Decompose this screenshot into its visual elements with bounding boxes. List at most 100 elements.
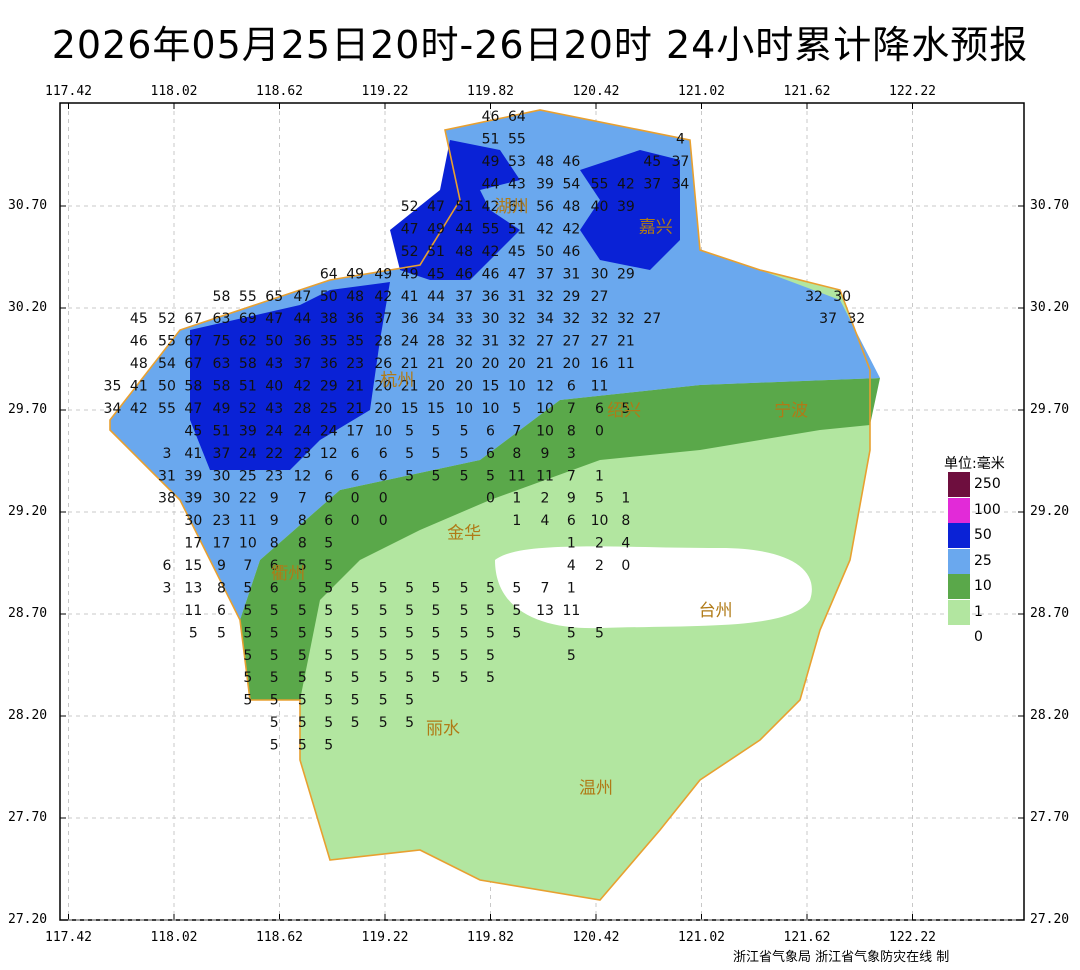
grid-value: 8 (270, 536, 279, 552)
grid-value: 6 (324, 513, 333, 529)
grid-value: 64 (320, 266, 338, 282)
grid-value: 5 (298, 715, 307, 731)
grid-value: 40 (591, 199, 609, 215)
grid-value: 0 (379, 513, 388, 529)
grid-value: 15 (184, 558, 202, 574)
grid-value: 5 (432, 648, 441, 664)
grid-value: 42 (562, 221, 580, 237)
lat-label-left: 27.70 (8, 810, 48, 825)
grid-value: 42 (617, 177, 635, 193)
grid-value: 5 (512, 580, 521, 596)
grid-value: 32 (562, 311, 580, 327)
grid-value: 5 (270, 648, 279, 664)
grid-value: 4 (567, 558, 576, 574)
grid-value: 8 (621, 513, 630, 529)
grid-value: 5 (351, 625, 360, 641)
lon-label-bottom: 122.22 (889, 930, 936, 945)
grid-value: 10 (536, 423, 554, 439)
grid-value: 10 (239, 536, 257, 552)
grid-value: 10 (591, 513, 609, 529)
legend-swatch (948, 599, 970, 625)
grid-value: 32 (591, 311, 609, 327)
credit-text: 浙江省气象局 浙江省气象防灾在线 制 (733, 950, 950, 965)
grid-value: 46 (562, 154, 580, 170)
grid-value: 5 (405, 446, 414, 462)
grid-value: 55 (591, 177, 609, 193)
grid-value: 5 (512, 401, 521, 417)
grid-value: 45 (643, 154, 661, 170)
lon-label-bottom: 121.62 (783, 930, 831, 945)
grid-value: 36 (482, 289, 500, 305)
city-label: 台州 (699, 601, 733, 621)
grid-value: 5 (460, 670, 469, 686)
grid-value: 58 (239, 356, 257, 372)
grid-value: 31 (158, 468, 176, 484)
grid-value: 49 (427, 221, 445, 237)
grid-value: 52 (401, 244, 419, 260)
grid-value: 1 (512, 513, 521, 529)
grid-value: 5 (324, 558, 333, 574)
grid-value: 5 (621, 401, 630, 417)
grid-value: 17 (213, 536, 231, 552)
grid-value: 62 (239, 334, 257, 350)
grid-value: 0 (351, 513, 360, 529)
grid-value: 5 (460, 446, 469, 462)
grid-value: 2 (595, 536, 604, 552)
grid-value: 0 (486, 491, 495, 507)
grid-value: 10 (455, 401, 473, 417)
province-border (109, 109, 871, 901)
grid-value: 6 (486, 423, 495, 439)
grid-value: 50 (320, 289, 338, 305)
grid-value: 24 (320, 423, 338, 439)
legend-label: 0 (974, 629, 983, 645)
grid-value: 6 (270, 580, 279, 596)
grid-value: 36 (293, 334, 311, 350)
city-label: 嘉兴 (639, 217, 673, 237)
zone-50mm-north (390, 140, 520, 280)
city-label: 丽水 (426, 719, 460, 739)
grid-value: 75 (213, 334, 231, 350)
grid-value: 0 (595, 423, 604, 439)
grid-value: 5 (486, 625, 495, 641)
grid-value: 64 (508, 109, 526, 125)
grid-value: 6 (379, 468, 388, 484)
grid-value: 5 (324, 603, 333, 619)
lon-label-top: 121.62 (783, 84, 831, 99)
grid-value: 46 (482, 266, 500, 282)
grid-value: 8 (217, 580, 226, 596)
grid-value: 5 (567, 648, 576, 664)
grid-value: 42 (482, 244, 500, 260)
grid-value: 5 (298, 670, 307, 686)
grid-value: 40 (265, 379, 283, 395)
grid-value: 37 (536, 266, 554, 282)
grid-value: 5 (324, 536, 333, 552)
grid-value: 52 (158, 311, 176, 327)
grid-value: 2 (541, 491, 550, 507)
grid-value: 52 (401, 199, 419, 215)
grid-value: 2 (595, 558, 604, 574)
grid-value: 37 (293, 356, 311, 372)
grid-value: 55 (508, 132, 526, 148)
grid-value: 3 (163, 446, 172, 462)
grid-value: 11 (591, 379, 609, 395)
grid-value: 55 (158, 334, 176, 350)
grid-value: 6 (351, 446, 360, 462)
lon-label-top: 119.22 (361, 84, 409, 99)
grid-value: 7 (243, 558, 252, 574)
grid-value: 24 (401, 334, 419, 350)
grid-value: 15 (482, 379, 500, 395)
grid-value: 37 (213, 446, 231, 462)
lon-label-bottom: 120.42 (572, 930, 620, 945)
grid-value: 1 (621, 491, 630, 507)
grid-value: 41 (130, 379, 148, 395)
grid-value: 6 (379, 446, 388, 462)
grid-value: 5 (432, 468, 441, 484)
legend-swatch (948, 574, 970, 599)
grid-value: 67 (184, 334, 202, 350)
legend-swatch (948, 472, 970, 497)
grid-value: 3 (567, 446, 576, 462)
grid-value: 47 (293, 289, 311, 305)
grid-value: 54 (158, 356, 176, 372)
grid-value: 5 (270, 625, 279, 641)
